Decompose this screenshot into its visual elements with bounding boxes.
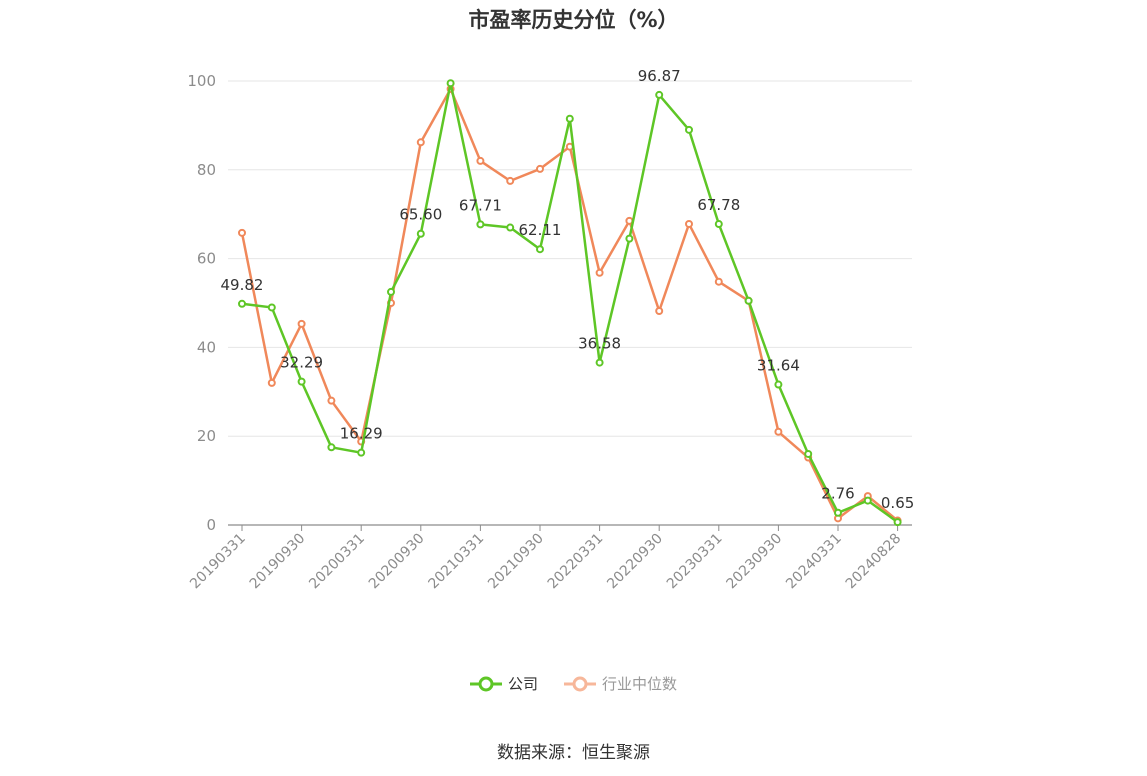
axis-layer: 0 20 40 60 80 100 2019033120190930202003312020… — [187, 72, 912, 592]
y-tick-label: 60 — [197, 250, 216, 268]
grid-layer — [228, 80, 912, 437]
industry-point — [536, 164, 544, 173]
industry-legend-icon — [564, 676, 596, 691]
company-point — [327, 443, 336, 452]
x-tick-label: 20240828 — [843, 531, 905, 593]
industry-point — [476, 156, 485, 165]
company-point — [506, 223, 515, 232]
x-tick-label: 20220331 — [545, 531, 607, 593]
chart-title: 市盈率历史分位（%） — [468, 8, 679, 32]
x-tick-label: 20200930 — [366, 531, 428, 593]
company-point — [595, 358, 604, 367]
company-point — [863, 496, 872, 505]
company-point — [357, 448, 366, 457]
x-tick-label: 20190930 — [247, 531, 309, 593]
x-tick-label: 20240331 — [783, 531, 845, 593]
company-point — [774, 380, 783, 389]
company-point — [446, 79, 455, 88]
data-label-layer: 49.82 32.29 16.29 65.60 67.71 62.11 36.58 96.87… — [221, 67, 915, 512]
y-tick-label: 0 — [206, 516, 216, 534]
y-tick-label: 80 — [197, 161, 216, 179]
legend-item-company[interactable]: 公司 — [469, 673, 538, 694]
x-tick-label: 20230331 — [664, 531, 726, 593]
company-point — [625, 234, 634, 243]
industry-point — [297, 319, 306, 328]
company-data-label: 0.65 — [881, 494, 914, 512]
company-point — [565, 114, 574, 123]
industry-point — [267, 378, 276, 387]
x-tick-label: 20220930 — [604, 531, 666, 593]
series-layer — [238, 79, 902, 527]
company-data-label: 67.71 — [459, 196, 502, 214]
company-point — [744, 296, 753, 305]
x-tick-label: 20190331 — [187, 531, 249, 593]
company-data-label: 49.82 — [221, 276, 264, 294]
y-tick-label: 20 — [197, 427, 216, 445]
company-data-label: 16.29 — [340, 425, 383, 443]
industry-point — [685, 219, 693, 228]
company-point — [238, 299, 246, 308]
industry-point — [416, 138, 425, 147]
company-point — [536, 245, 544, 254]
company-point — [387, 287, 395, 296]
industry-point — [506, 176, 515, 185]
industry-point — [655, 306, 664, 315]
company-data-label: 32.29 — [280, 354, 323, 372]
company-point — [297, 377, 306, 386]
company-point — [267, 303, 276, 312]
industry-point — [327, 396, 336, 405]
company-point — [416, 229, 425, 238]
company-data-label: 62.11 — [519, 221, 562, 239]
legend-item-industry[interactable]: 行业中位数 — [564, 673, 677, 694]
x-tick-label: 20210331 — [426, 531, 488, 593]
y-tick-label: 100 — [187, 72, 216, 90]
company-data-label: 65.60 — [399, 206, 442, 224]
company-point — [655, 90, 664, 99]
industry-point — [595, 268, 604, 277]
company-point — [834, 508, 842, 517]
x-tick-label: 20200331 — [306, 531, 368, 593]
company-point — [714, 220, 723, 229]
company-point — [685, 125, 693, 134]
industry-point — [714, 277, 723, 286]
data-source: 数据来源：恒生聚源 — [497, 743, 650, 763]
legend-label-industry: 行业中位数 — [602, 675, 678, 693]
company-data-label: 31.64 — [757, 357, 800, 375]
company-point — [804, 449, 813, 458]
company-legend-icon — [469, 676, 502, 691]
legend: 公司 行业中位数 — [0, 673, 1147, 694]
x-tick-label: 20210930 — [485, 531, 547, 593]
company-data-label: 36.58 — [578, 335, 621, 353]
industry-series-line — [240, 87, 899, 522]
company-data-label: 96.87 — [638, 67, 681, 85]
y-tick-label: 40 — [197, 338, 216, 356]
company-point — [476, 220, 485, 229]
company-data-label: 2.76 — [821, 485, 854, 503]
industry-point — [774, 427, 783, 436]
industry-point — [238, 228, 246, 237]
company-point — [893, 518, 902, 527]
company-data-label: 67.78 — [697, 196, 740, 214]
legend-label-company: 公司 — [507, 675, 538, 693]
x-tick-label: 20230930 — [724, 531, 786, 593]
